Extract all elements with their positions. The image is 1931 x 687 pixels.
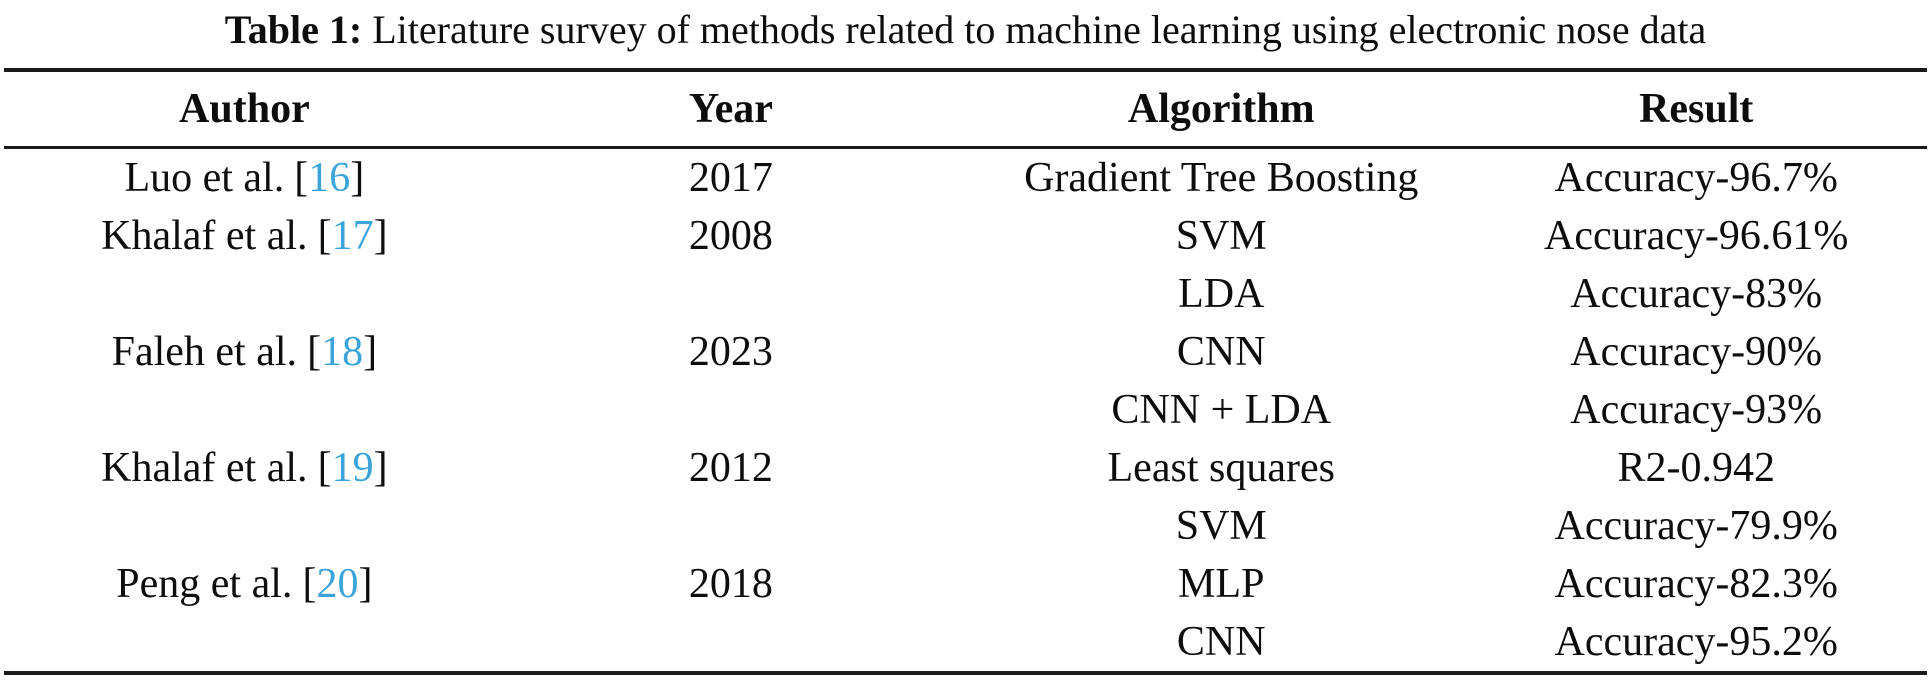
column-header-author: Author (179, 86, 310, 132)
citation: [20] (302, 561, 372, 607)
algorithm-cell: LDA (1178, 271, 1265, 317)
citation: [19] (318, 445, 388, 491)
header-row: Author Year Algorithm Result (4, 70, 1927, 148)
paper-table-figure: Table 1: Literature survey of methods re… (4, 6, 1927, 675)
result-cell: Accuracy-79.9% (1554, 503, 1838, 549)
column-header-algorithm: Algorithm (1127, 86, 1315, 132)
year-cell: 2012 (688, 445, 773, 491)
author-cell: Luo et al. [16] (4, 148, 485, 208)
table-row: Khalaf et al. [17] 2008 SVM Accuracy-96.6… (4, 207, 1927, 265)
result-cell: Accuracy-95.2% (1554, 619, 1838, 665)
citation-close-bracket: ] (350, 155, 365, 201)
citation: [18] (307, 329, 377, 375)
algorithm-cell: Gradient Tree Boosting (1024, 155, 1419, 201)
table-row: Faleh et al. [18] 2023 CNN Accuracy-90% (4, 323, 1927, 381)
result-cell: Accuracy-90% (1570, 329, 1823, 375)
algorithm-cell: SVM (1175, 213, 1267, 259)
citation-close-bracket: ] (373, 213, 388, 259)
author-cell: Faleh et al. [18] (4, 323, 485, 381)
citation-open-bracket: [ (307, 329, 322, 375)
algorithm-cell: SVM (1175, 503, 1267, 549)
citation-open-bracket: [ (302, 561, 317, 607)
literature-survey-table: Author Year Algorithm Result Luo et al.[… (4, 68, 1927, 675)
table-row: Luo et al. [16] 2017 Gradient Tree Boosti… (4, 148, 1927, 208)
table-caption-label: Table 1: (224, 7, 363, 52)
algorithm-cell: CNN + LDA (1111, 387, 1332, 433)
year-cell: 2008 (688, 213, 773, 259)
result-cell: Accuracy-93% (1570, 387, 1823, 433)
citation: [17] (318, 213, 388, 259)
result-cell: Accuracy-96.7% (1554, 155, 1838, 201)
table-caption-text: Literature survey of methods related to … (362, 7, 1707, 52)
table-row: Khalaf et al. [19] 2012 Least squares R2-… (4, 439, 1927, 497)
result-cell: Accuracy-82.3% (1554, 561, 1838, 607)
table-row: LDA Accuracy-83% (4, 265, 1927, 323)
author-cell: Khalaf et al. [19] (4, 439, 485, 497)
year-cell: 2017 (688, 155, 773, 201)
result-cell: R2-0.942 (1617, 445, 1775, 491)
table-row: Peng et al. [20] 2018 MLP Accuracy-82.3% (4, 555, 1927, 613)
year-cell (485, 265, 977, 323)
author-cell (4, 381, 485, 439)
citation: [16] (294, 155, 364, 201)
citation-open-bracket: [ (294, 155, 309, 201)
citation-close-bracket: ] (358, 561, 373, 607)
author-cell (4, 265, 485, 323)
year-cell (485, 613, 977, 673)
citation-ref-link[interactable]: 16 (308, 155, 351, 201)
table-row: CNN Accuracy-95.2% (4, 613, 1927, 673)
citation-ref-link[interactable]: 17 (331, 213, 374, 259)
author-cell: Peng et al. [20] (4, 555, 485, 613)
author-name: Faleh et al. (111, 329, 298, 375)
column-header-year: Year (688, 86, 773, 132)
citation-open-bracket: [ (317, 213, 332, 259)
author-cell (4, 613, 485, 673)
year-cell (485, 497, 977, 555)
table-row: SVM Accuracy-79.9% (4, 497, 1927, 555)
result-cell: Accuracy-83% (1570, 271, 1823, 317)
citation-close-bracket: ] (373, 445, 388, 491)
citation-ref-link[interactable]: 20 (316, 561, 359, 607)
citation-close-bracket: ] (363, 329, 378, 375)
citation-ref-link[interactable]: 19 (331, 445, 374, 491)
author-name: Peng et al. (116, 561, 293, 607)
column-header-result: Result (1639, 86, 1754, 132)
year-cell (485, 381, 977, 439)
algorithm-cell: Least squares (1107, 445, 1335, 491)
citation-ref-link[interactable]: 18 (321, 329, 364, 375)
result-cell: Accuracy-96.61% (1544, 213, 1849, 259)
author-cell (4, 497, 485, 555)
author-name: Khalaf et al. (101, 213, 308, 259)
table-caption: Table 1: Literature survey of methods re… (4, 6, 1927, 54)
algorithm-cell: MLP (1178, 561, 1265, 607)
algorithm-cell: CNN (1176, 619, 1266, 665)
author-cell: Khalaf et al. [17] (4, 207, 485, 265)
year-cell: 2018 (688, 561, 773, 607)
author-name: Khalaf et al. (101, 445, 308, 491)
table-row: CNN + LDA Accuracy-93% (4, 381, 1927, 439)
author-name: Luo et al. (124, 155, 285, 201)
year-cell: 2023 (688, 329, 773, 375)
algorithm-cell: CNN (1176, 329, 1266, 375)
citation-open-bracket: [ (317, 445, 332, 491)
